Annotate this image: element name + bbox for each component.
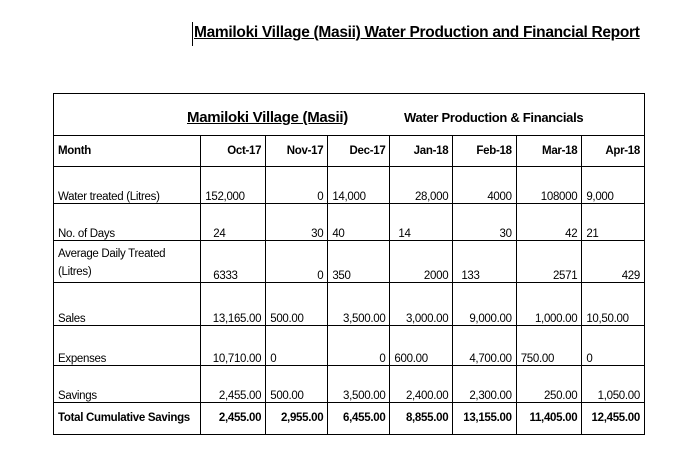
table-cell: 14: [389, 203, 454, 241]
table-cell: 0: [265, 240, 329, 283]
table-cell: 14,000: [327, 166, 391, 204]
table-cell: 133: [452, 240, 517, 283]
table-cell: 21: [581, 203, 644, 241]
table-cell: 9,000.00: [452, 282, 517, 326]
table-header-row: Month Oct-17 Nov-17 Dec-17 Jan-18 Feb-18…: [54, 135, 644, 167]
table-cell: 12,455.00: [591, 412, 641, 425]
table-cell: 2,455.00: [200, 402, 267, 434]
table-row-water-treated: Water treated (Litres) 152,000 0 14,000 …: [54, 166, 644, 204]
table-cell: 6333: [200, 240, 267, 283]
table-row-expenses: Expenses 10,710.00 0 0 600.00 4,700.00 7…: [54, 325, 644, 366]
table-cell: 13,155.00: [452, 402, 517, 434]
table-cell: 13,165.00: [200, 282, 267, 326]
row-label-sales: Sales: [54, 282, 202, 326]
row-label-line1: Average Daily Treated: [58, 248, 166, 260]
table-cell: 30: [265, 203, 329, 241]
table-row-total-cumulative-savings: Total Cumulative Savings 2,455.00 2,955.…: [54, 402, 644, 434]
table-title-main: Mamiloki Village (Masii): [187, 109, 348, 126]
table-cell: 1,000.00: [516, 282, 583, 326]
table-cell: 3,500.00: [327, 282, 391, 326]
table-cell: 2571: [516, 240, 583, 283]
row-label-water-treated: Water treated (Litres): [54, 166, 202, 204]
table-cell: 152,000: [200, 166, 267, 204]
table-cell: 350: [327, 240, 391, 283]
table-cell: 2000: [389, 240, 454, 283]
column-header-apr-18: Apr-18: [581, 135, 644, 167]
table-cell: 0: [265, 325, 329, 366]
table-row-sales: Sales 13,165.00 500.00 3,500.00 3,000.00…: [54, 282, 644, 326]
table-cell: 1,050.00: [581, 365, 644, 403]
column-header-jan-18: Jan-18: [389, 135, 454, 167]
table-cell: 500.00: [265, 282, 329, 326]
report-table-container: Mamiloki Village (Masii) Water Productio…: [53, 93, 645, 435]
table-cell: 750.00: [516, 325, 583, 366]
table-row-days: No. of Days 24 30 40 14 30 42 21: [54, 203, 644, 241]
table-cell: 3,500.00: [327, 365, 391, 403]
row-label-text: Water treated (Litres): [58, 191, 160, 203]
text-cursor: [192, 22, 193, 46]
table-cell: 0: [581, 325, 644, 366]
column-header-month: Month: [54, 135, 202, 167]
table-cell: 40: [327, 203, 391, 241]
row-label-savings: Savings: [54, 365, 202, 403]
column-header-oct-17: Oct-17: [200, 135, 267, 167]
table-cell: 2,955.00: [265, 402, 329, 434]
row-label-average-daily: Average Daily Treated (Litres): [54, 240, 202, 283]
table-cell: 28,000: [389, 166, 454, 204]
table-cell: 0: [327, 325, 391, 366]
table-cell: 4000: [452, 166, 517, 204]
table-title-sub: Water Production & Financials: [404, 110, 584, 125]
row-label-line2: (Litres): [58, 266, 92, 278]
table-cell: 250.00: [516, 365, 583, 403]
row-label-total-cumulative-savings: Total Cumulative Savings: [54, 402, 202, 434]
row-label-days: No. of Days: [54, 203, 202, 241]
table-cell: 108000: [516, 166, 583, 204]
report-table: Month Oct-17 Nov-17 Dec-17 Jan-18 Feb-18…: [54, 135, 644, 434]
table-row-average-daily: Average Daily Treated (Litres) 6333 0 35…: [54, 240, 644, 283]
table-cell: 11,405.00: [516, 402, 583, 434]
table-cell: 500.00: [265, 365, 329, 403]
table-cell: 24: [200, 203, 267, 241]
table-cell: 0: [265, 166, 329, 204]
table-title: Mamiloki Village (Masii) Water Productio…: [54, 94, 644, 136]
document-title: Mamiloki Village (Masii) Water Productio…: [194, 24, 640, 41]
table-cell: 8,855.00: [389, 402, 454, 434]
table-cell: 9,000: [581, 166, 644, 204]
table-cell: 2,400.00: [389, 365, 454, 403]
column-header-nov-17: Nov-17: [265, 135, 329, 167]
table-cell: 30: [452, 203, 517, 241]
table-cell: 2,455.00: [200, 365, 267, 403]
table-cell: 600.00: [389, 325, 454, 366]
table-cell: 6,455.00: [327, 402, 391, 434]
table-cell: 4,700.00: [452, 325, 517, 366]
table-cell: 429: [581, 240, 644, 283]
table-row-savings: Savings 2,455.00 500.00 3,500.00 2,400.0…: [54, 365, 644, 403]
column-header-dec-17: Dec-17: [327, 135, 391, 167]
column-header-mar-18: Mar-18: [516, 135, 583, 167]
table-cell: 10,710.00: [200, 325, 267, 366]
table-cell: 3,000.00: [389, 282, 454, 326]
table-cell: 42: [516, 203, 583, 241]
table-cell: 10,50.00: [581, 282, 644, 326]
column-header-feb-18: Feb-18: [452, 135, 517, 167]
table-cell: 2,300.00: [452, 365, 517, 403]
row-label-expenses: Expenses: [54, 325, 202, 366]
